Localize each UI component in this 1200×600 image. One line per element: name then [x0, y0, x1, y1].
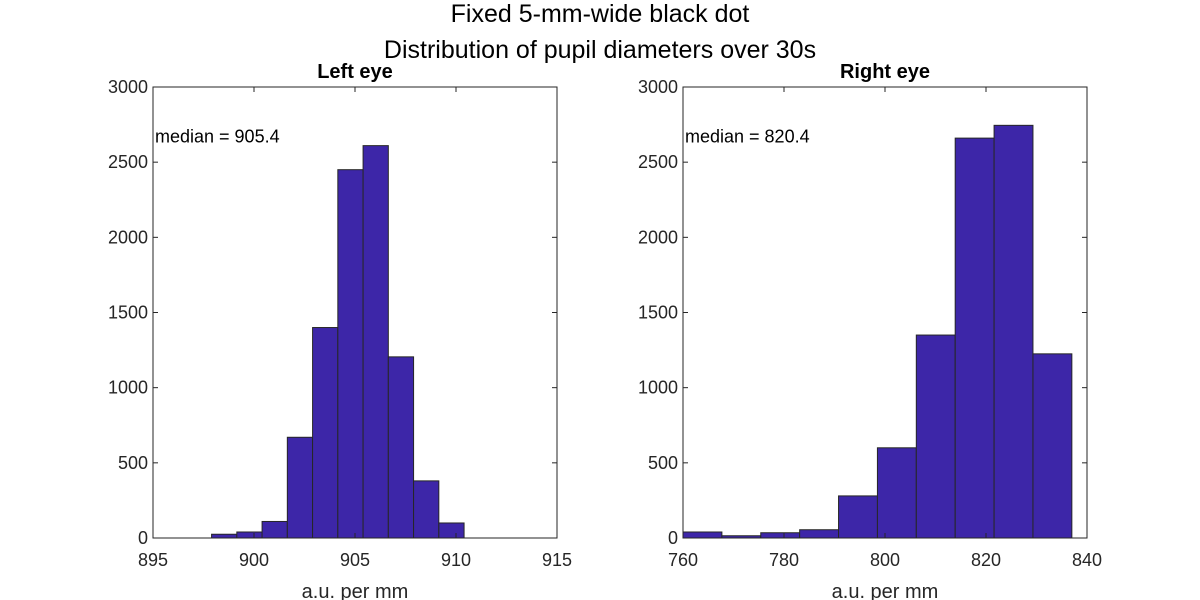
right-eye-histogram: 760 780 800 820 840050010001500200025003000 …: [638, 61, 1102, 600]
right-eye-ticks: 760 780 800 820 840 0 500 1000 1500 2000 2500 3000: [638, 77, 1102, 570]
right-eye-xtick-label-4: 840: [1072, 550, 1102, 570]
right-eye-ytick-label-3: 1500: [638, 303, 678, 323]
left-eye-ytick-label-6: 3000: [108, 77, 148, 97]
left-eye-bar-7: [387, 356, 415, 539]
left-eye-ytick-label-3: 1500: [108, 303, 148, 323]
left-eye-bar-1: [236, 531, 263, 539]
left-eye-bar-5: [337, 169, 364, 539]
figure-title-line2: Distribution of pupil diameters over 30s: [384, 36, 816, 64]
right-eye-ytick-label-1: 500: [648, 453, 678, 473]
right-eye-bar-3: [799, 529, 840, 539]
left-eye-ytick-label-5: 2500: [108, 152, 148, 172]
right-eye-ytick-label-4: 2000: [638, 227, 678, 247]
left-eye-ytick-label-0: 0: [138, 528, 148, 548]
left-eye-bar-4: [312, 327, 339, 539]
right-eye-xtick-label-3: 820: [971, 550, 1001, 570]
left-eye-bar-0: [211, 533, 238, 539]
right-eye-ytick-label-0: 0: [668, 528, 678, 548]
right-eye-xtick-label-0: 760: [668, 550, 698, 570]
left-eye-ytick-label-4: 2000: [108, 227, 148, 247]
left-eye-xtick-label-2: 905: [340, 550, 370, 570]
left-eye-x-axis-label: a.u. per mm: [302, 581, 409, 600]
left-eye-xtick-label-1: 900: [239, 550, 269, 570]
left-eye-bar-9: [438, 522, 465, 539]
left-eye-xtick-label-0: 895: [138, 550, 168, 570]
right-eye-ytick-label-5: 2500: [638, 152, 678, 172]
right-eye-bar-4: [838, 495, 878, 539]
right-eye-bar-6: [915, 334, 956, 539]
right-eye-bar-7: [954, 137, 995, 539]
left-eye-bar-6: [362, 145, 389, 539]
right-eye-title: Right eye: [840, 61, 930, 83]
left-eye-bar-3: [286, 436, 314, 539]
figure-title-line1: Fixed 5-mm-wide black dot: [451, 0, 750, 28]
left-eye-ytick-label-1: 500: [118, 453, 148, 473]
left-eye-bar-8: [413, 480, 440, 539]
left-eye-title: Left eye: [317, 61, 393, 83]
left-eye-bar-2: [261, 520, 288, 539]
left-eye-bars: [211, 145, 465, 539]
right-eye-x-axis-label: a.u. per mm: [832, 581, 939, 600]
left-eye-histogram: 895 900 905 910 915050010001500200025003000 …: [108, 61, 572, 600]
left-eye-xtick-label-3: 910: [441, 550, 471, 570]
left-eye-xtick-label-4: 915: [542, 550, 572, 570]
right-eye-ytick-label-2: 1000: [638, 378, 678, 398]
left-eye-ytick-label-2: 1000: [108, 378, 148, 398]
right-eye-bar-0: [682, 531, 723, 539]
right-eye-bar-9: [1032, 353, 1073, 539]
right-eye-bar-2: [760, 532, 801, 539]
left-eye-median-annotation: median = 905.4: [155, 127, 280, 147]
right-eye-bar-5: [876, 447, 917, 539]
left-eye-ticks: 895 900 905 910 915 0 500 1000 1500 2000 2500 3000: [108, 77, 572, 570]
right-eye-xtick-label-1: 780: [769, 550, 799, 570]
right-eye-median-annotation: median = 820.4: [685, 127, 810, 147]
right-eye-xtick-label-2: 800: [870, 550, 900, 570]
right-eye-bars: [682, 124, 1073, 539]
right-eye-ytick-label-6: 3000: [638, 77, 678, 97]
right-eye-bar-8: [993, 124, 1034, 539]
